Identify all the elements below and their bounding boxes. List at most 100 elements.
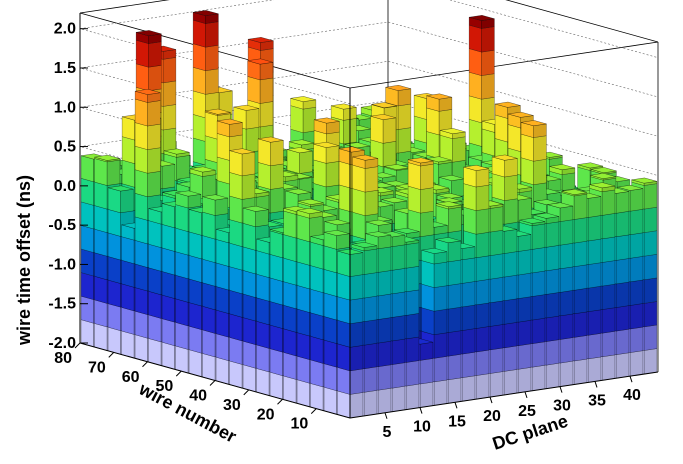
bar-face (94, 158, 108, 186)
bar-face (643, 183, 658, 210)
bar-face (587, 356, 602, 383)
bar-face (587, 286, 602, 312)
bar-top (344, 142, 370, 149)
bar-face (162, 104, 177, 131)
bar-face (601, 213, 616, 240)
bar-face (533, 135, 547, 162)
bar-face (204, 111, 218, 140)
bar-face (587, 215, 602, 242)
bar-face (148, 41, 162, 68)
bar-face (121, 136, 135, 164)
bar-face (601, 284, 616, 310)
bar-face (629, 303, 644, 330)
bar-face (107, 187, 121, 213)
bar-face (481, 73, 495, 100)
bar-face (121, 116, 135, 141)
bar-face (481, 26, 495, 53)
bar-face (192, 114, 206, 142)
bar-face (192, 137, 206, 166)
frame-line (79, 0, 170, 14)
bar-face (259, 62, 274, 81)
bar-face (468, 95, 482, 123)
bar-top (289, 139, 315, 146)
bar-face (121, 159, 135, 188)
bar-face (629, 232, 644, 259)
bar-face (413, 115, 427, 144)
bar-face (107, 256, 121, 284)
bar-face (245, 127, 260, 153)
bar-face (520, 133, 534, 162)
bar-face (601, 236, 616, 263)
bar-face (162, 80, 177, 107)
bar-face (148, 65, 162, 91)
bar-face (161, 164, 176, 189)
bar-face (370, 116, 384, 144)
bar-top (247, 58, 273, 65)
bar-face (121, 260, 135, 288)
bar-face (481, 128, 495, 157)
bar-face (520, 157, 534, 185)
bar-face (107, 327, 121, 355)
bar-face (205, 68, 219, 95)
bar-top (193, 10, 219, 16)
bar-face (94, 181, 108, 210)
bar-face (259, 101, 274, 128)
bar-face (601, 189, 616, 216)
bar-top (385, 85, 411, 91)
bar-face (245, 108, 260, 130)
bar-face (643, 324, 658, 351)
bar-face (135, 40, 149, 68)
bar-face (615, 281, 630, 308)
bar-face (286, 149, 300, 174)
bar-face (299, 150, 313, 174)
bar-face (468, 119, 482, 147)
bar-face (192, 90, 206, 119)
bar-face (94, 205, 108, 233)
bar-face (413, 95, 427, 120)
bar-face (601, 354, 616, 381)
bar-face (192, 43, 206, 71)
bar-face (94, 276, 108, 304)
bar-face (80, 296, 94, 324)
bar-face (107, 232, 121, 261)
bar-top (469, 15, 495, 21)
bar-face (107, 303, 121, 331)
bar-face (615, 305, 630, 332)
bar-face (397, 103, 412, 130)
bar-face (94, 229, 108, 257)
bar-face (481, 97, 495, 123)
bar-face (533, 123, 547, 138)
bar-face (615, 258, 630, 285)
bar-face (94, 299, 108, 328)
bar-face (192, 19, 206, 48)
bar-face (468, 48, 482, 76)
bar-face (629, 209, 644, 235)
bar-face (615, 234, 630, 261)
bar-face (629, 326, 644, 353)
bar-face (121, 283, 135, 312)
bar-face (643, 230, 658, 257)
bar-face (587, 238, 602, 265)
bar-face (587, 262, 602, 289)
bar-face (121, 307, 135, 335)
bar-face (121, 330, 135, 359)
bar-face (629, 256, 644, 283)
bar-face (382, 141, 397, 167)
bar-face (106, 159, 121, 186)
bars-layer (80, 10, 658, 419)
bar-face (629, 188, 644, 212)
bar-face (80, 225, 94, 253)
bar-top (290, 96, 316, 102)
bar-face (80, 248, 94, 277)
bar-face (601, 307, 616, 334)
bar-face (107, 209, 121, 237)
bar-face (587, 333, 602, 360)
bar-face (176, 155, 190, 182)
bar-face (468, 72, 482, 100)
bar-face (290, 105, 304, 133)
bar-top (248, 37, 274, 43)
bar-face (162, 57, 177, 84)
bar-face (80, 155, 94, 182)
bar-face (80, 272, 94, 300)
